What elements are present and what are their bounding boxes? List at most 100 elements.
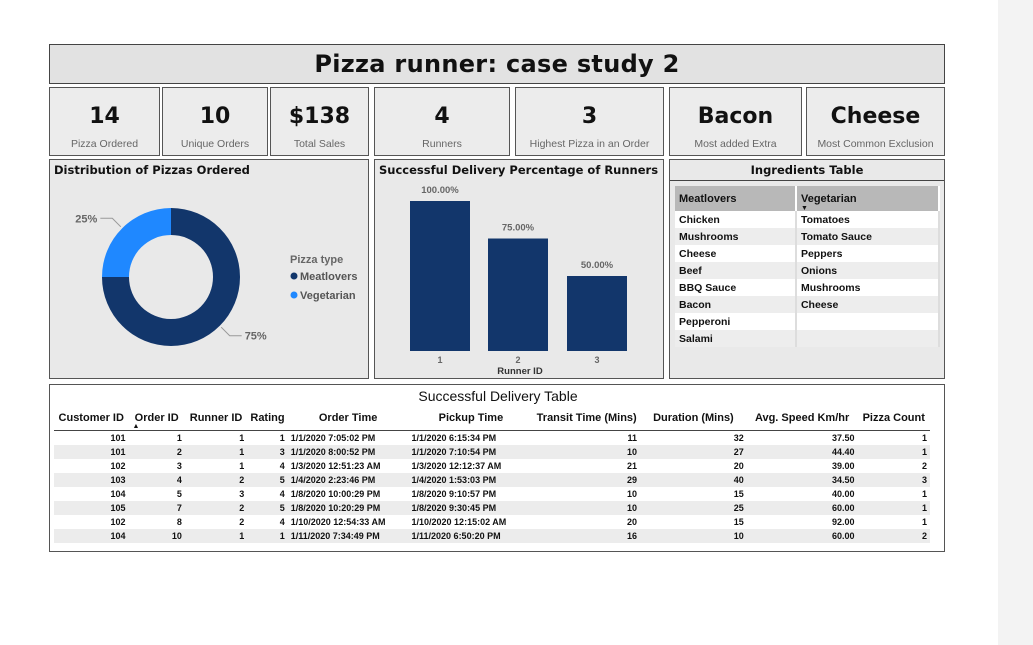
table-cell: 44.40 — [746, 445, 858, 459]
table-cell: 3 — [247, 445, 288, 459]
table-cell: 16 — [533, 529, 641, 543]
table-cell: 10 — [640, 529, 747, 543]
legend-marker-vegetarian — [290, 291, 298, 299]
table-row[interactable]: BBQ Sauce Mushrooms — [675, 279, 941, 296]
donut-chart-panel[interactable]: Distribution of Pizzas Ordered 75% 25% Piz… — [49, 159, 369, 379]
column-header-label: Order Time — [318, 412, 378, 424]
table-cell: 10 — [533, 445, 641, 459]
right-side-pane — [998, 0, 1033, 645]
legend-label-vegetarian[interactable]: Vegetarian — [300, 290, 356, 302]
table-cell: 1 — [247, 529, 288, 543]
donut-slice-vegetarian[interactable] — [102, 208, 171, 277]
column-header-meatlovers[interactable]: Meatlovers — [675, 186, 797, 211]
table-cell: 27 — [640, 445, 747, 459]
kpi-card-most-added-extra[interactable]: Bacon Most added Extra — [669, 87, 802, 156]
table-cell: 4 — [128, 473, 185, 487]
donut-chart: 75% 25% Pizza type Meatlovers Vegetarian — [75, 208, 357, 346]
bar-chart: 100.00% 1 75.00% 2 50.00% 3 Runner ID — [410, 185, 627, 376]
table-row[interactable]: Bacon Cheese — [675, 296, 941, 313]
table-row[interactable]: Salami — [675, 330, 941, 347]
column-header-label: Transit Time (Mins) — [536, 412, 637, 424]
kpi-card-runners[interactable]: 4 Runners — [374, 87, 510, 156]
bar-value-label: 75.00% — [502, 223, 535, 234]
column-header[interactable]: Pizza Count — [857, 409, 930, 431]
table-cell: 3 — [184, 487, 248, 501]
table-cell: 20 — [533, 515, 641, 529]
cell-meatlovers: Mushrooms — [675, 228, 797, 245]
column-header[interactable]: Order Time — [287, 409, 409, 431]
bar-runner-1[interactable] — [410, 201, 470, 351]
table-cell: 21 — [533, 459, 641, 473]
table-cell: 102 — [54, 515, 129, 529]
table-row[interactable]: Cheese Peppers — [675, 245, 941, 262]
kpi-label: Highest Pizza in an Order — [529, 138, 650, 150]
bar-value-label: 100.00% — [421, 185, 459, 196]
table-row[interactable]: Beef Onions — [675, 262, 941, 279]
kpi-card-most-common-exclusion[interactable]: Cheese Most Common Exclusion — [806, 87, 945, 156]
column-header[interactable]: Customer ID — [54, 409, 129, 431]
table-cell: 2 — [184, 515, 248, 529]
delivery-table-panel[interactable]: Successful Delivery Table Customer ID Ord… — [49, 384, 945, 552]
kpi-card-unique-orders[interactable]: 10 Unique Orders — [162, 87, 268, 156]
sort-ascending-icon: ▲ — [132, 423, 140, 430]
table-cell: 1/3/2020 12:51:23 AM — [287, 459, 409, 473]
kpi-label: Most Common Exclusion — [817, 138, 934, 150]
table-row[interactable]: Pepperoni — [675, 313, 941, 330]
column-header[interactable]: Duration (Mins) — [640, 409, 747, 431]
table-row[interactable]: Mushrooms Tomato Sauce — [675, 228, 941, 245]
column-header[interactable]: Order ID ▲ — [128, 409, 185, 431]
table-cell: 10 — [533, 487, 641, 501]
table-cell: 1/10/2020 12:15:02 AM — [408, 515, 534, 529]
kpi-card-highest-pizza[interactable]: 3 Highest Pizza in an Order — [515, 87, 664, 156]
table-cell: 5 — [247, 501, 288, 515]
table-row[interactable]: 105 7 2 5 1/8/2020 10:20:29 PM 1/8/2020 9:30:… — [54, 501, 930, 515]
column-header[interactable]: Avg. Speed Km/hr — [746, 409, 858, 431]
column-header[interactable]: Pickup Time — [408, 409, 534, 431]
bar-runner-2[interactable] — [488, 238, 548, 352]
table-cell: 60.00 — [746, 529, 858, 543]
table-row[interactable]: 101 2 1 3 1/1/2020 8:00:52 PM 1/1/2020 7:10:5… — [54, 445, 930, 459]
table-cell: 29 — [533, 473, 641, 487]
donut-chart-title: Distribution of Pizzas Ordered — [54, 163, 250, 177]
table-cell: 10 — [533, 501, 641, 515]
table-cell: 1 — [184, 529, 248, 543]
table-row[interactable]: 104 5 3 4 1/8/2020 10:00:29 PM 1/8/2020 9:10:… — [54, 487, 930, 501]
ingredients-table[interactable]: Meatlovers Vegetarian ▼ Chicken Tomatoes M… — [675, 186, 941, 347]
bar-runner-3[interactable] — [567, 276, 627, 351]
kpi-card-pizza-ordered[interactable]: 14 Pizza Ordered — [49, 87, 160, 156]
table-cell: 5 — [128, 487, 185, 501]
bar-chart-title: Successful Delivery Percentage of Runner… — [379, 163, 659, 177]
cell-meatlovers: Bacon — [675, 296, 797, 313]
table-cell: 102 — [54, 459, 129, 473]
legend-label-meatlovers[interactable]: Meatlovers — [300, 271, 357, 283]
table-row[interactable]: 103 4 2 5 1/4/2020 2:23:46 PM 1/4/2020 1:53:0… — [54, 473, 930, 487]
table-cell: 1/8/2020 10:00:29 PM — [287, 487, 409, 501]
ingredients-panel[interactable]: Ingredients Table Meatlovers Vegetarian … — [669, 159, 945, 379]
column-header[interactable]: Transit Time (Mins) — [533, 409, 641, 431]
cell-vegetarian: Tomatoes — [795, 211, 941, 228]
table-row[interactable]: Chicken Tomatoes — [675, 211, 941, 228]
column-header-vegetarian[interactable]: Vegetarian ▼ — [795, 186, 941, 212]
column-header[interactable]: Rating — [247, 409, 288, 431]
table-row[interactable]: 102 8 2 4 1/10/2020 12:54:33 AM 1/10/2020 12:… — [54, 515, 930, 529]
table-row[interactable]: 102 3 1 4 1/3/2020 12:51:23 AM 1/3/2020 12:12… — [54, 459, 930, 473]
table-cell: 3 — [857, 473, 930, 487]
cell-vegetarian: Peppers — [795, 245, 941, 262]
delivery-table[interactable]: Customer ID Order ID ▲ Runner ID Rating Order… — [54, 409, 930, 543]
table-cell: 40 — [640, 473, 747, 487]
table-cell: 1 — [247, 430, 288, 445]
kpi-value: 3 — [581, 104, 598, 129]
kpi-card-total-sales[interactable]: $138 Total Sales — [270, 87, 369, 156]
cell-meatlovers: Salami — [675, 330, 797, 347]
kpi-value: 4 — [434, 104, 450, 129]
cell-meatlovers: Beef — [675, 262, 797, 279]
table-cell: 32 — [640, 430, 747, 445]
table-row[interactable]: 101 1 1 1 1/1/2020 7:05:02 PM 1/1/2020 6:15:3… — [54, 430, 930, 445]
kpi-label: Pizza Ordered — [70, 138, 139, 150]
bar-chart-panel[interactable]: Successful Delivery Percentage of Runner… — [374, 159, 664, 379]
table-cell: 1/8/2020 9:30:45 PM — [408, 501, 534, 515]
table-cell: 101 — [54, 430, 129, 445]
column-header[interactable]: Runner ID — [184, 409, 248, 431]
donut-slice-meatlovers[interactable] — [102, 208, 240, 346]
table-row[interactable]: 104 10 1 1 1/11/2020 7:34:49 PM 1/11/2020 6:5… — [54, 529, 930, 543]
